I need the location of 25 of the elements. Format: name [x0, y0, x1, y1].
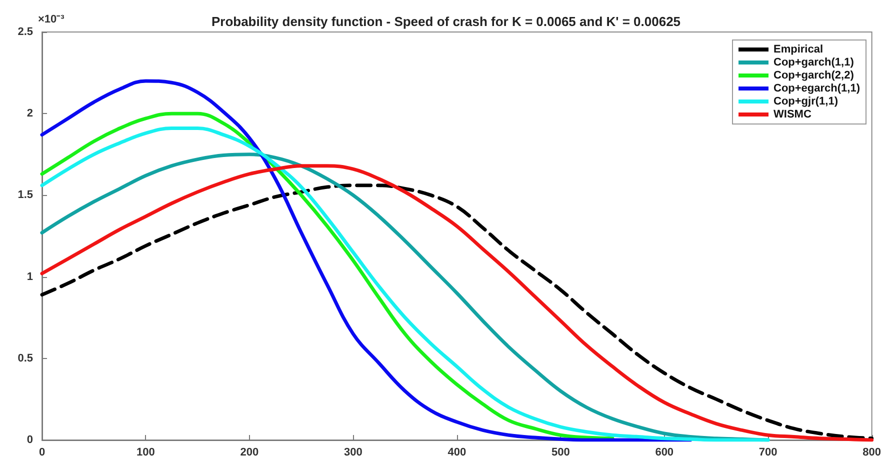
x-tick-label: 100: [136, 446, 155, 458]
x-tick-label: 800: [862, 446, 882, 458]
line-series: [40, 79, 692, 442]
legend-label: Empirical: [774, 44, 824, 56]
x-tick-label: 600: [655, 446, 674, 458]
text: ×10⁻³: [38, 14, 65, 26]
x-tick-label: 700: [758, 446, 778, 458]
legend-label: WISMC: [774, 108, 812, 120]
y-tick-label: 0.5: [18, 352, 33, 364]
y-tick-label: 1: [26, 270, 33, 283]
x-tick-label: 400: [448, 446, 466, 458]
legend-label: Cop+egarch(1,1): [774, 82, 860, 94]
legend-label: Cop+gjr(1,1): [774, 96, 838, 108]
x-tick-label: 0: [38, 446, 46, 458]
y-tick-label: 1.5: [18, 189, 33, 202]
chart-title: Probability density function - Speed of crash for K = 0.0065 and K' = 0.00625: [211, 14, 681, 29]
x-tick-label: 500: [551, 446, 570, 458]
y-tick-label: 2.5: [18, 26, 33, 38]
y-tick-label: 2: [26, 108, 33, 120]
legend-label: Cop+garch(2,2): [774, 70, 854, 82]
x-tick-label: 200: [240, 446, 259, 458]
x-tick-label: 300: [344, 446, 362, 458]
legend-label: Cop+garch(1,1): [774, 56, 854, 68]
y-tick-label: 0: [26, 434, 33, 446]
line-series: [40, 112, 614, 440]
